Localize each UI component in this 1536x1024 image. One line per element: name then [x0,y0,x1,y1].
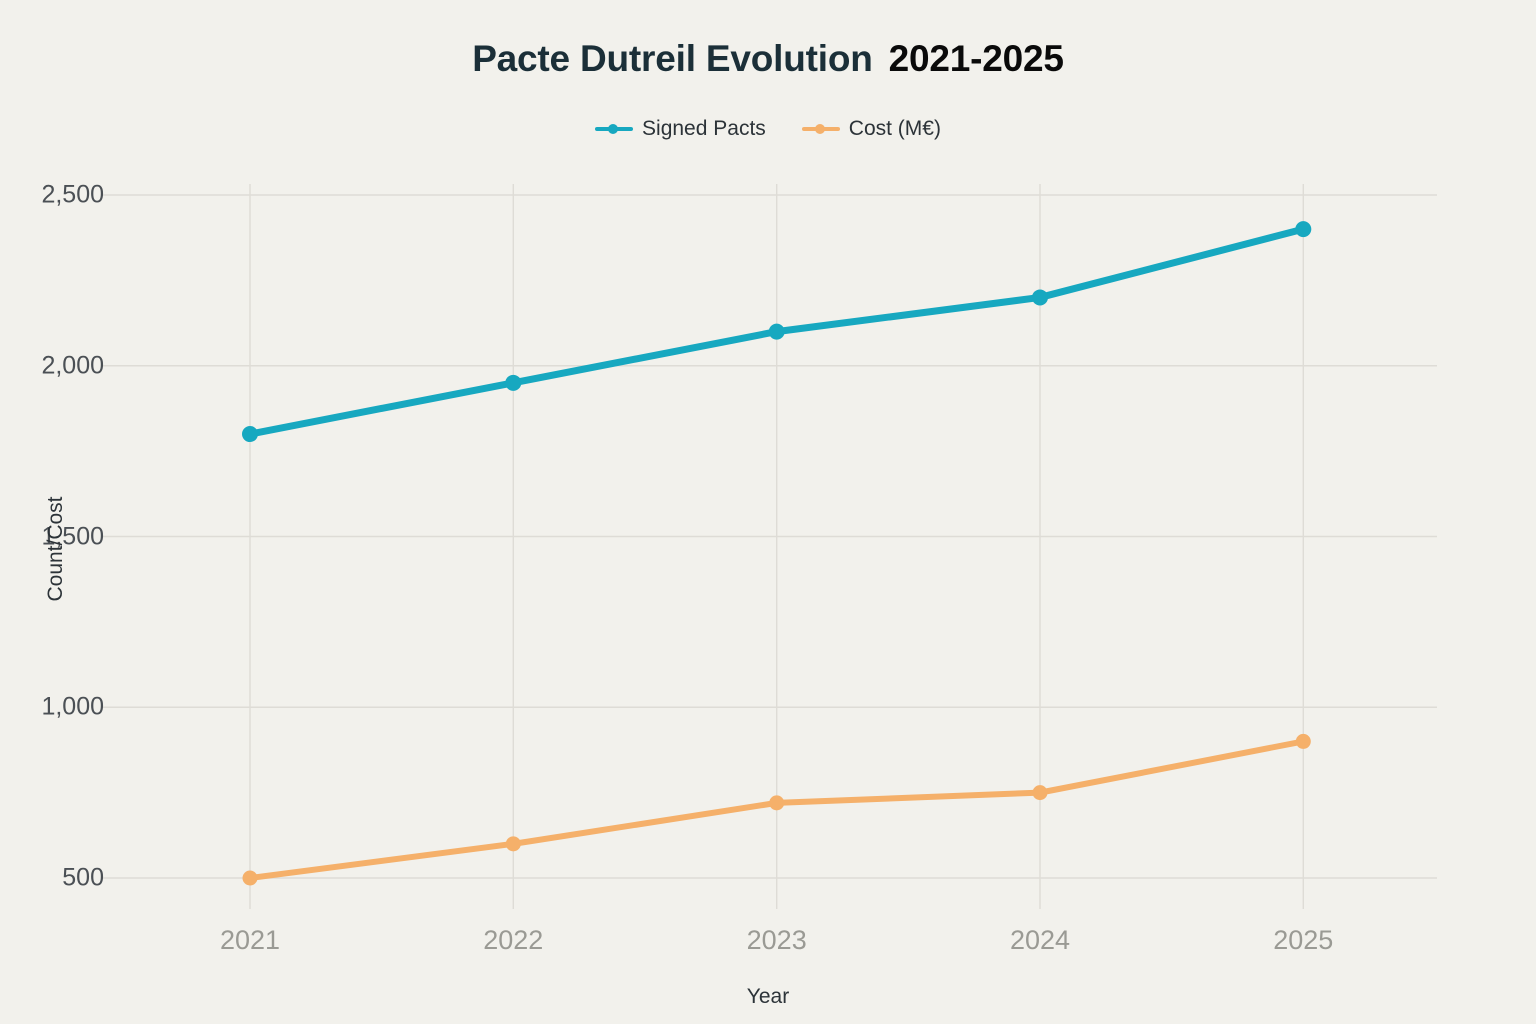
data-point[interactable] [505,836,521,852]
x-axis-title: Year [746,985,790,1008]
x-tick-label: 2023 [746,925,807,955]
legend-dot [608,124,619,134]
y-tick-label: 1,000 [41,692,104,721]
data-point[interactable] [242,426,258,443]
x-tick-label: 2025 [1273,925,1334,955]
legend-dot [814,124,825,134]
data-point[interactable] [769,795,785,811]
legend-marker-signed-pacts [595,122,634,136]
data-point[interactable] [1295,733,1311,749]
horizontal-gridlines [102,194,1437,879]
x-tick-label: 2024 [1009,925,1071,955]
data-point[interactable] [242,870,258,886]
data-point[interactable] [1032,785,1048,801]
x-tick-label: 2022 [483,925,544,955]
legend-item-signed-pacts[interactable]: Signed Pacts [595,117,766,141]
y-axis-title: Count/Cost [44,496,67,602]
series-points [242,221,1312,886]
legend-item-cost[interactable]: Cost (M€) [801,117,941,141]
data-point[interactable] [1032,289,1048,306]
y-tick-label: 500 [62,863,104,892]
legend-marker-cost [801,122,840,136]
chart-title-range: 2021-2025 [888,38,1064,79]
data-point[interactable] [768,323,785,340]
chart-title: Pacte Dutreil Evolution 2021-2025 [0,38,1536,80]
y-tick-label: 1,500 [41,522,104,550]
y-tick-label: 2,000 [41,351,104,380]
legend-label-cost: Cost (M€) [848,117,941,140]
chart-legend: Signed Pacts Cost (M€) [0,117,1536,141]
legend-label-signed-pacts: Signed Pacts [642,117,766,140]
chart-title-main: Pacte Dutreil Evolution [472,38,873,79]
x-tick-label: 2021 [219,925,281,955]
y-tick-label: 2,500 [41,180,104,209]
data-point[interactable] [1295,221,1312,238]
y-axis-ticks: 500 1,000 1,500 2,000 2,500 [0,0,104,1024]
data-point[interactable] [505,374,522,391]
